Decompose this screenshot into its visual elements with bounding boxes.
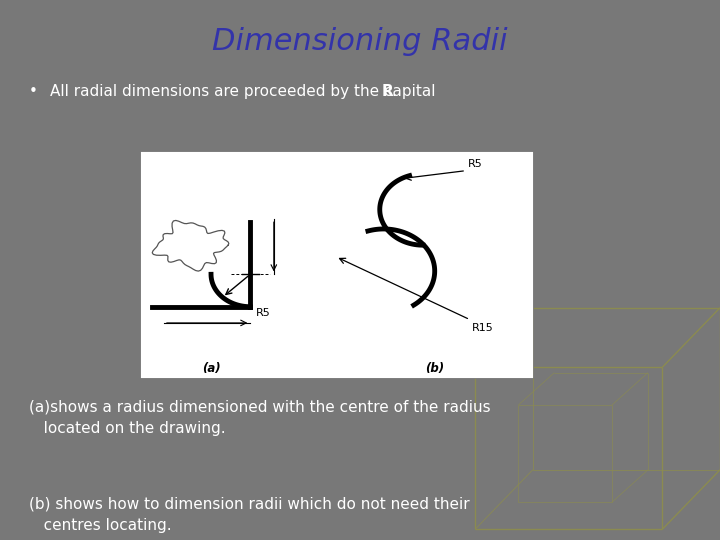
Text: (a)shows a radius dimensioned with the centre of the radius
   located on the dr: (a)shows a radius dimensioned with the c… xyxy=(29,400,490,436)
Text: R5: R5 xyxy=(256,308,271,319)
Text: R5: R5 xyxy=(468,159,483,169)
Text: (a): (a) xyxy=(202,361,220,375)
Text: Dimensioning Radii: Dimensioning Radii xyxy=(212,27,508,56)
Text: •: • xyxy=(29,84,37,99)
Text: .: . xyxy=(392,84,397,99)
Text: (b): (b) xyxy=(425,361,444,375)
Text: R: R xyxy=(382,84,394,99)
Text: All radial dimensions are proceeded by the capital: All radial dimensions are proceeded by t… xyxy=(50,84,441,99)
Bar xyxy=(140,151,533,378)
Text: (b) shows how to dimension radii which do not need their
   centres locating.: (b) shows how to dimension radii which d… xyxy=(29,497,469,533)
Text: R15: R15 xyxy=(472,323,494,333)
